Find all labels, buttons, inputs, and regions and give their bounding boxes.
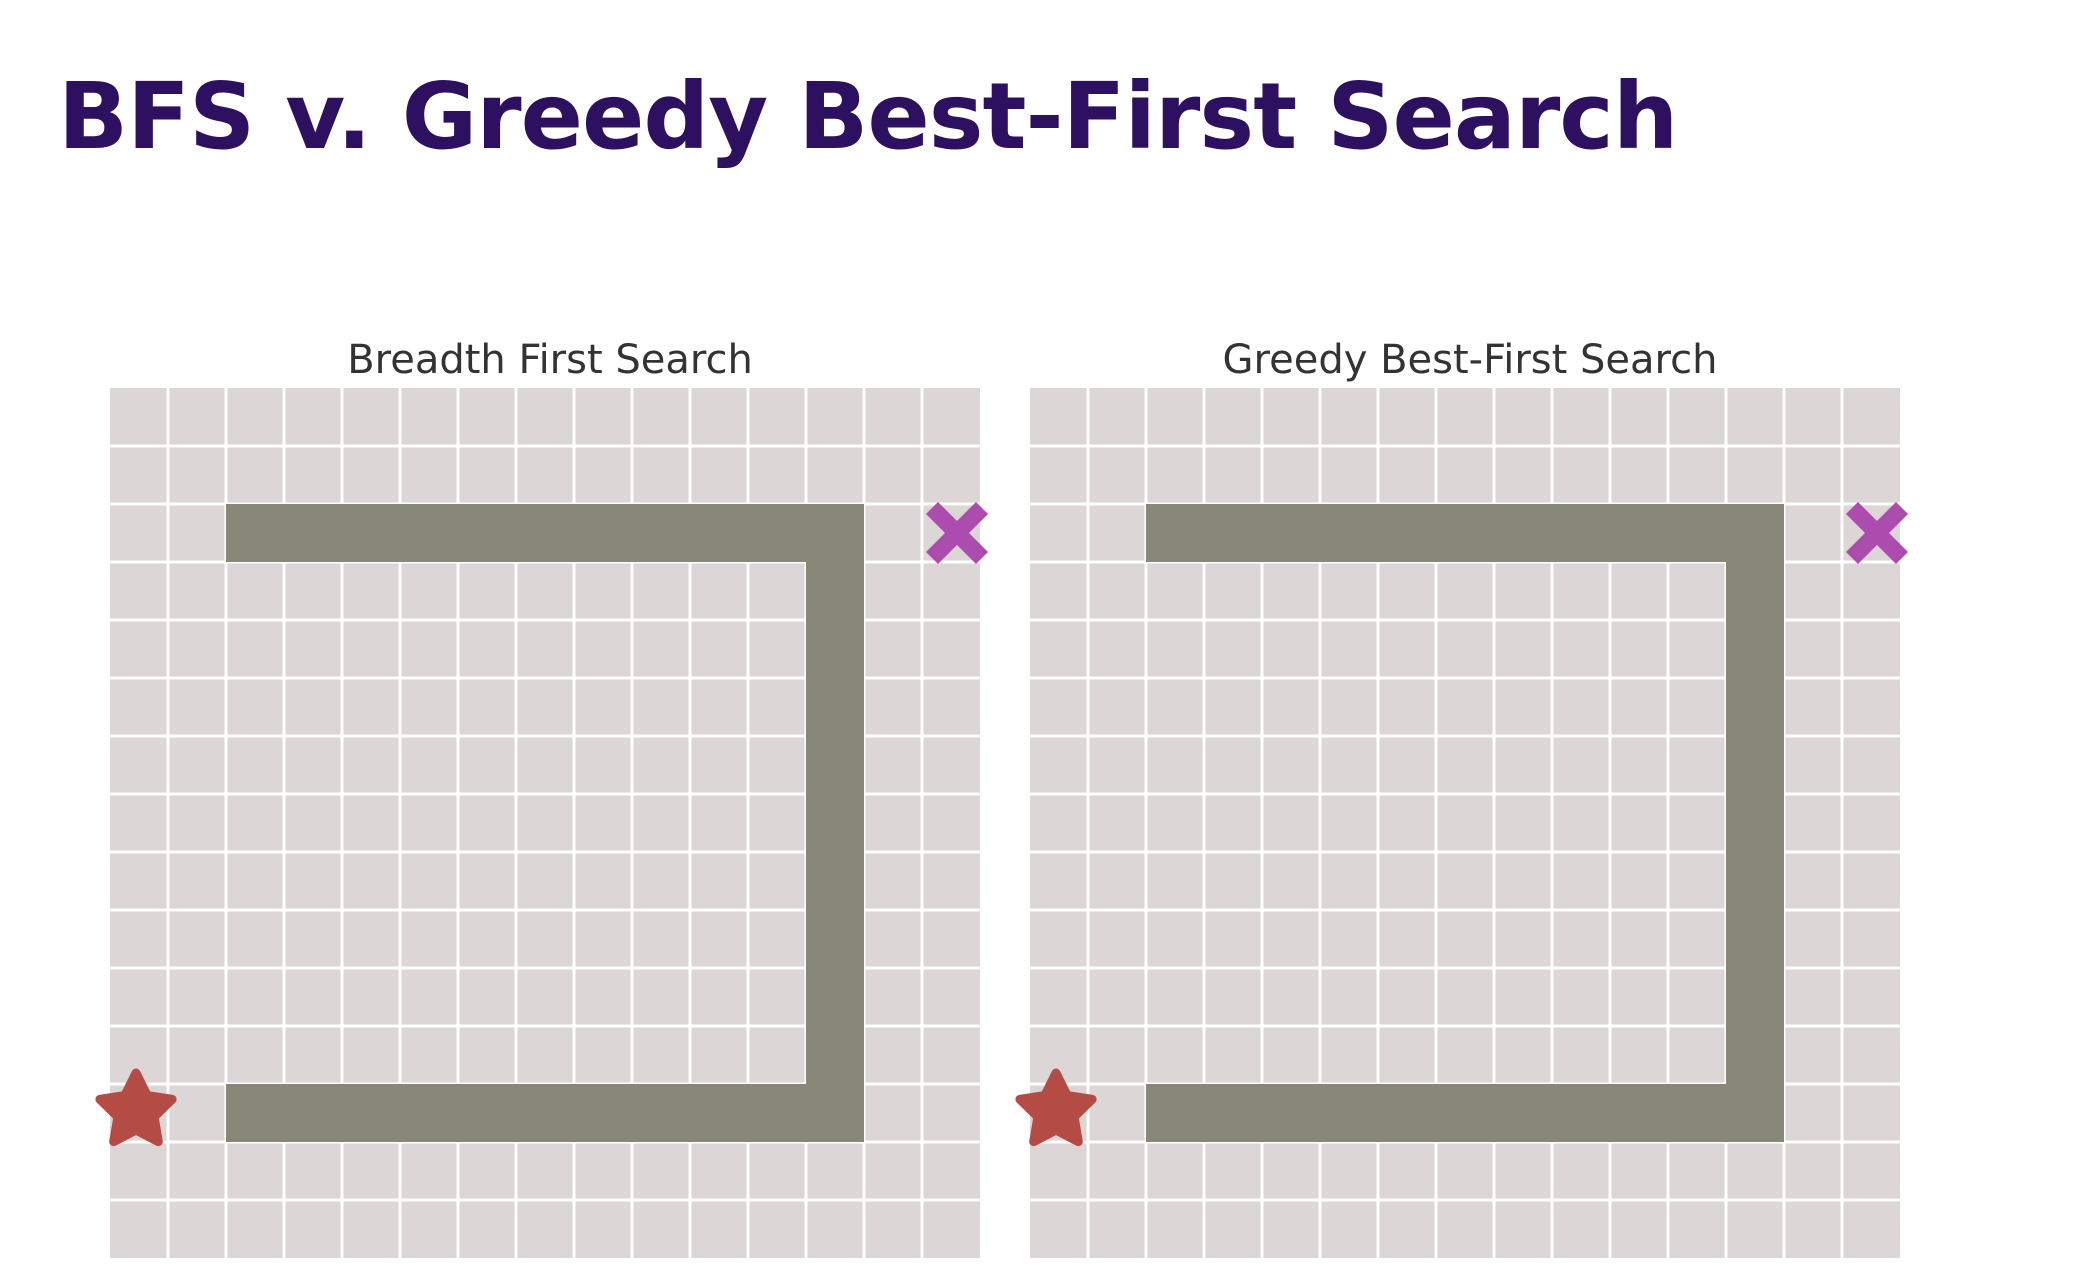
star-icon bbox=[1015, 1068, 1097, 1147]
wall-segment bbox=[226, 1084, 864, 1142]
greedy-grid bbox=[1015, 388, 1909, 1258]
x-icon bbox=[1845, 501, 1909, 565]
slide-title: BFS v. Greedy Best-First Search bbox=[58, 63, 1678, 170]
wall-segment bbox=[1146, 1084, 1784, 1142]
star-icon bbox=[95, 1068, 177, 1147]
bfs-grid bbox=[95, 388, 989, 1258]
wall-segment bbox=[1726, 504, 1784, 1142]
x-icon bbox=[925, 501, 989, 565]
wall-segment bbox=[806, 504, 864, 1142]
wall-segment bbox=[1146, 504, 1784, 562]
bfs-panel-title: Breadth First Search bbox=[347, 337, 753, 383]
greedy-panel-title: Greedy Best-First Search bbox=[1222, 337, 1718, 383]
wall-segment bbox=[226, 504, 864, 562]
